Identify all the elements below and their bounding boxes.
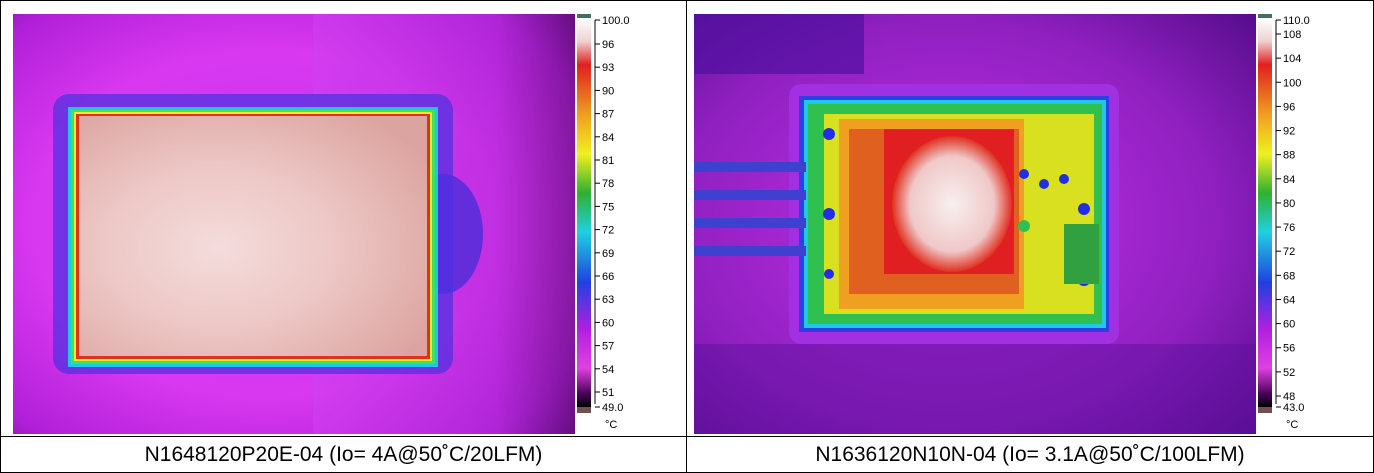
scale-tick-label: 100 bbox=[1283, 77, 1301, 89]
caption-left: N1648120P20E-04 (Io= 4A@50˚C/20LFM) bbox=[144, 443, 543, 466]
scale-tick-label: 66 bbox=[602, 271, 614, 283]
scale-tick-label: 51 bbox=[602, 387, 614, 399]
scale-tick-label: 72 bbox=[1283, 246, 1295, 258]
scale-tick-label: 108 bbox=[1283, 29, 1301, 41]
scale-bottom-label: 43.0 bbox=[1283, 402, 1304, 414]
scale-tick-label: 56 bbox=[1283, 343, 1295, 355]
scale-tick-label: 92 bbox=[1283, 126, 1295, 138]
scale-tick-label: 88 bbox=[1283, 150, 1295, 162]
scale-tick-label: 87 bbox=[602, 109, 614, 121]
scale-tick-label: 64 bbox=[1283, 294, 1295, 306]
scale-bottom-label: 49.0 bbox=[602, 402, 623, 414]
color-scale-right: 110.0 108 104 100 96 92 88 84 80 76 72 68 64 60 56 52 48… bbox=[1258, 14, 1310, 431]
scale-tick-label: 60 bbox=[602, 317, 614, 329]
scale-cap-top bbox=[577, 14, 591, 18]
scale-tick-label: 75 bbox=[602, 201, 614, 213]
scale-tick-label: 96 bbox=[1283, 101, 1295, 113]
scale-tick-label: 78 bbox=[602, 178, 614, 190]
scale-tick-label: 104 bbox=[1283, 53, 1301, 65]
thermal-cell-right: 110.0 108 104 100 96 92 88 84 80 76 72 68 64 60 56 52 48… bbox=[687, 1, 1373, 436]
scale-tick-label: 72 bbox=[602, 225, 614, 237]
scale-tick-label: 57 bbox=[602, 341, 614, 353]
scale-tick-label: 96 bbox=[602, 39, 614, 51]
thermal-cell-left: 100.0 96 93 90 87 84 81 78 75 72 69 66 63 60 57 54 51 49.… bbox=[1, 1, 686, 436]
scale-tick-label: 93 bbox=[602, 62, 614, 74]
scale-tick-label: 81 bbox=[602, 155, 614, 167]
scale-cap-bottom bbox=[577, 407, 591, 413]
scale-top-label: 110.0 bbox=[1283, 15, 1310, 27]
row-divider bbox=[1, 436, 1373, 437]
scale-tick-label: 48 bbox=[1283, 391, 1295, 403]
scale-tick-label: 69 bbox=[602, 248, 614, 260]
scale-tick-label: 84 bbox=[1283, 174, 1295, 186]
scale-tick-label: 54 bbox=[602, 364, 614, 376]
scale-tick-label: 80 bbox=[1283, 198, 1295, 210]
thermal-image-right bbox=[694, 14, 1256, 434]
scale-tick-label: 90 bbox=[602, 85, 614, 97]
scale-cap-bottom bbox=[1258, 407, 1272, 413]
column-divider bbox=[686, 1, 687, 472]
color-scale-left: 100.0 96 93 90 87 84 81 78 75 72 69 66 63 60 57 54 51 49.… bbox=[577, 14, 630, 431]
scale-tick-label: 60 bbox=[1283, 319, 1295, 331]
scale-gradient-bar bbox=[577, 18, 591, 407]
scale-tick-label: 52 bbox=[1283, 367, 1295, 379]
scale-tick-label: 68 bbox=[1283, 270, 1295, 282]
scale-tick-label: 84 bbox=[602, 132, 614, 144]
scale-unit-label: °C bbox=[605, 419, 617, 431]
scale-top-label: 100.0 bbox=[602, 15, 630, 27]
scale-gradient-bar bbox=[1258, 18, 1272, 407]
scale-cap-top bbox=[1258, 14, 1272, 18]
scale-tick-label: 63 bbox=[602, 294, 614, 306]
scale-unit-label: °C bbox=[1286, 419, 1298, 431]
thermal-image-left bbox=[13, 14, 575, 434]
scale-tick-label: 76 bbox=[1283, 222, 1295, 234]
caption-right: N1636120N10N-04 (Io= 3.1A@50˚C/100LFM) bbox=[815, 443, 1245, 466]
